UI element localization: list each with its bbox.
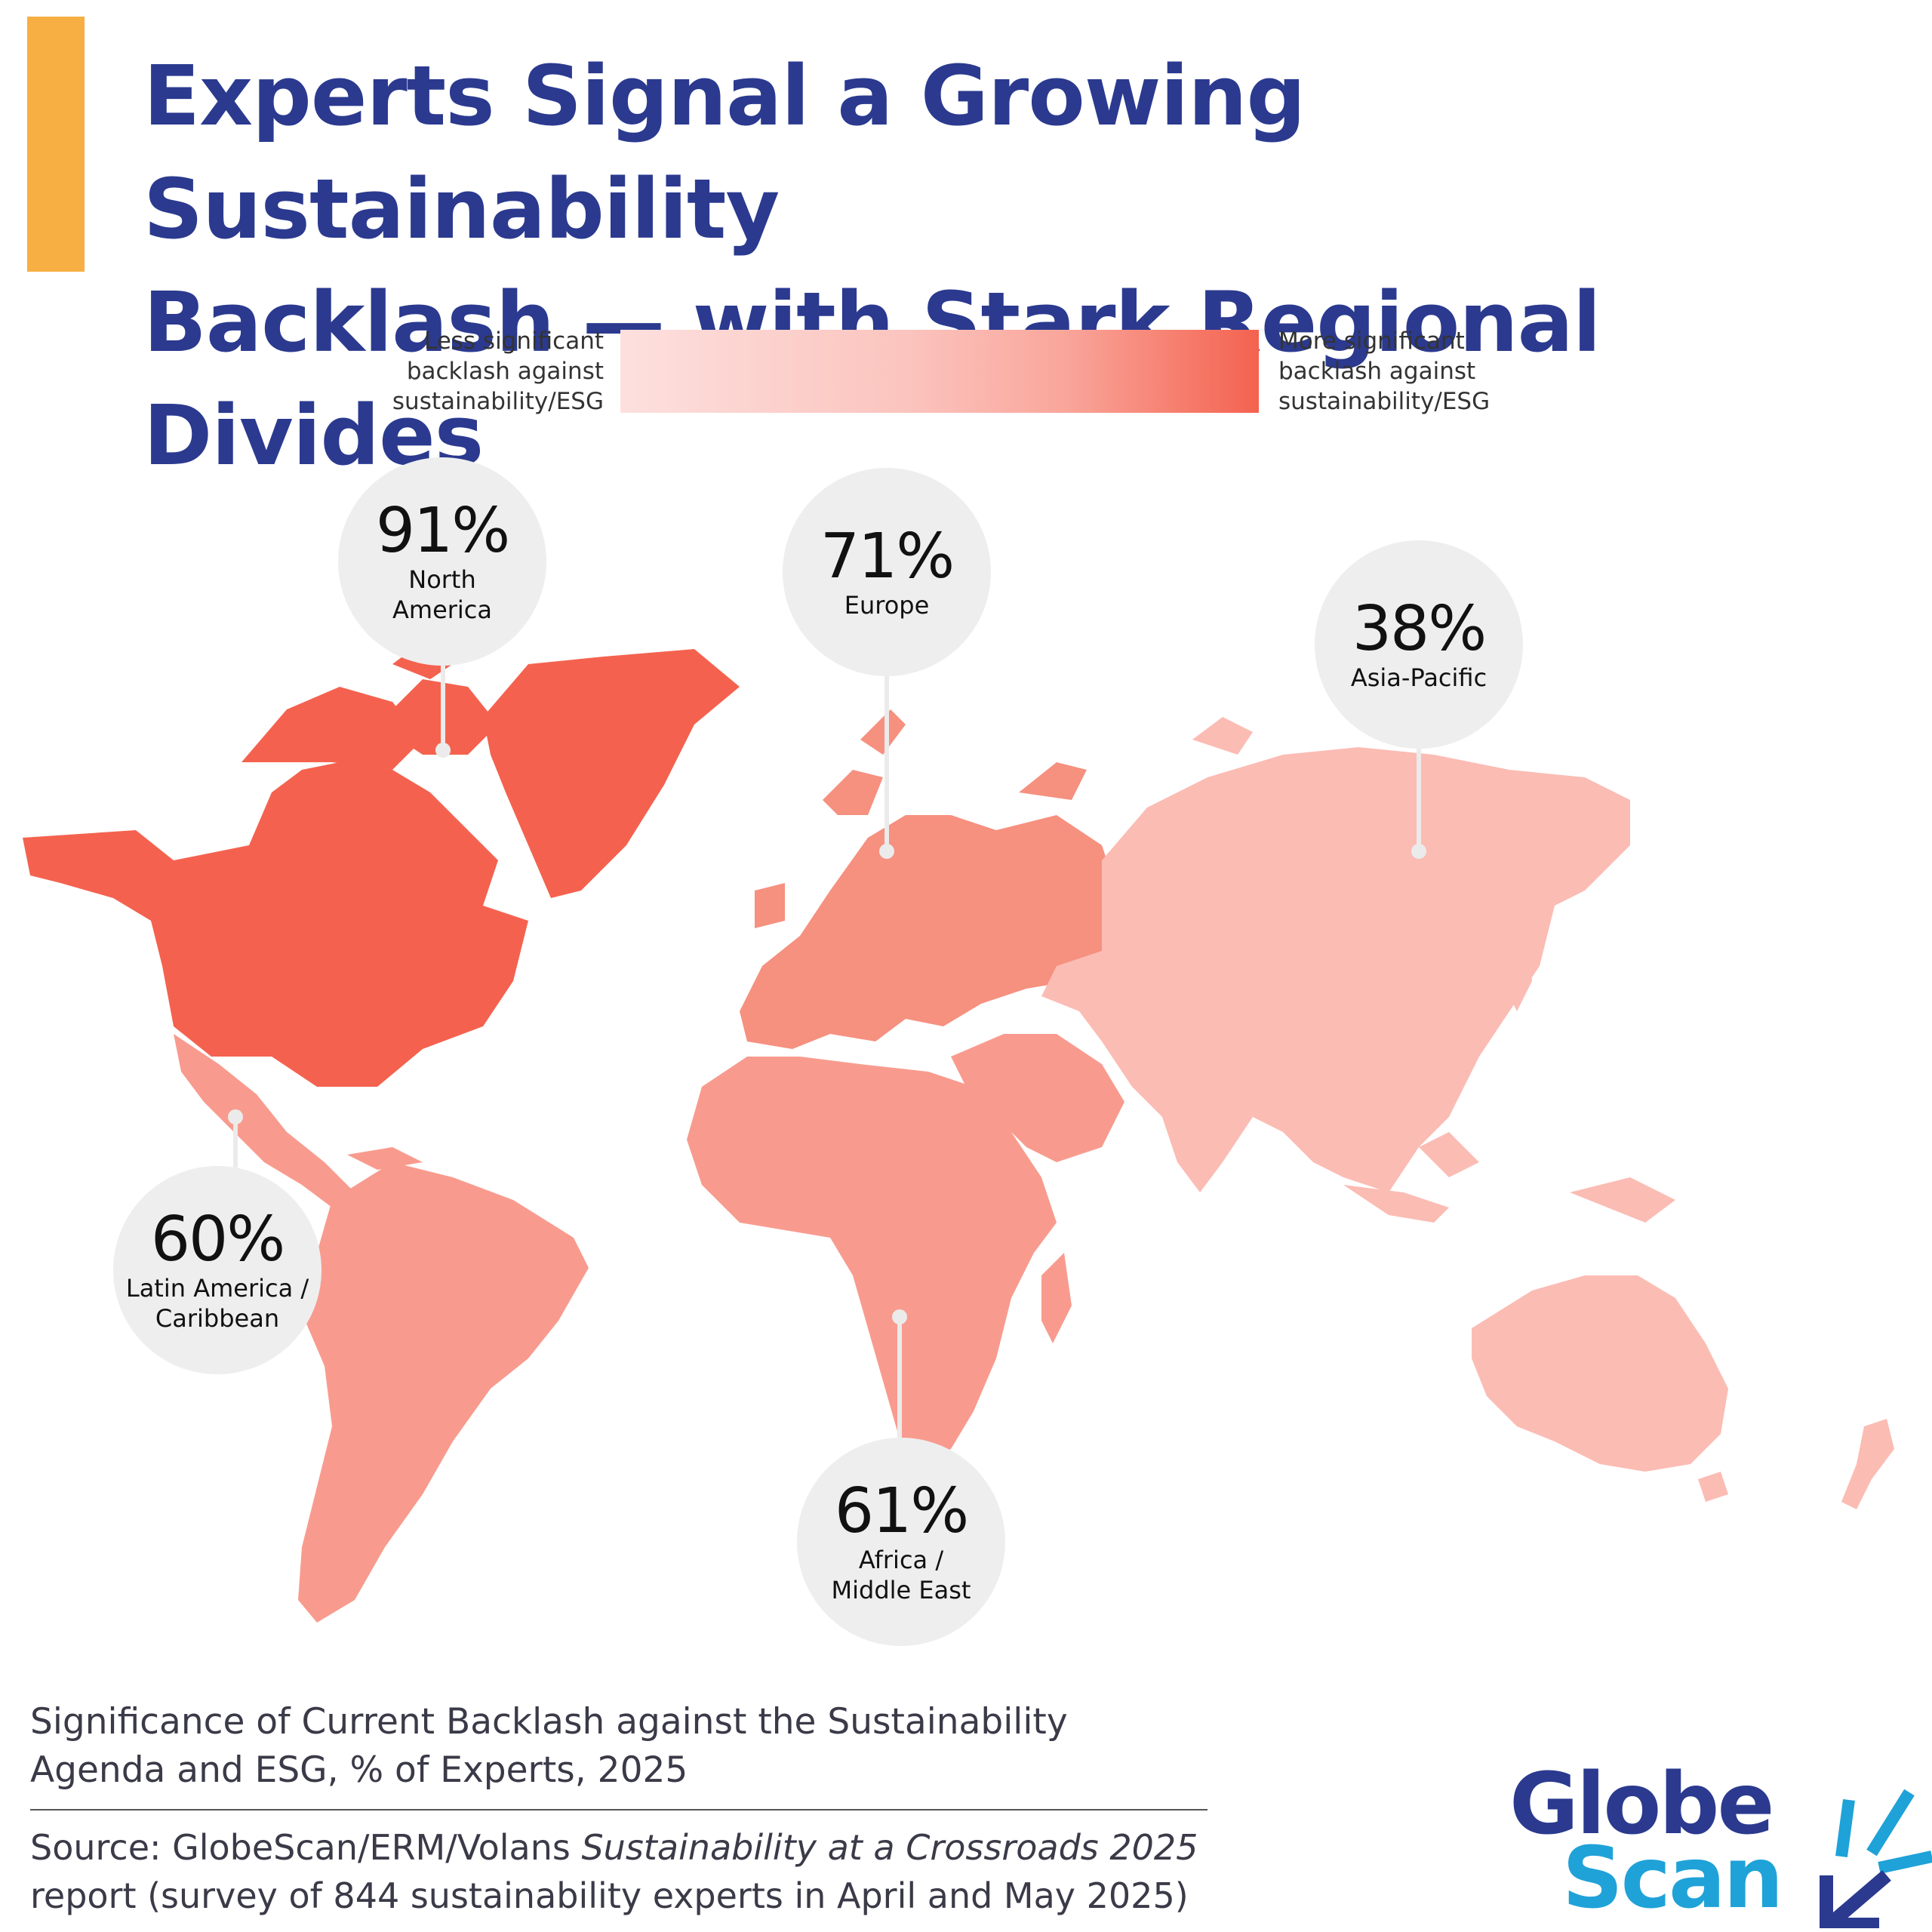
label-africa-middle-east: Africa / Middle East: [831, 1546, 971, 1604]
legend-less-label: Less significant backlash against sustai…: [392, 328, 604, 415]
accent-bar: [27, 17, 85, 272]
connector-lines: [228, 657, 1426, 1438]
chart-caption: Significance of Current Backlash against…: [30, 1701, 1068, 1791]
pct-asia-pacific: 38%: [1352, 593, 1487, 665]
label-europe: Europe: [844, 591, 930, 620]
logo-globe-text: Globe: [1509, 1755, 1774, 1854]
bubble-asia-pacific: 38% Asia-Pacific: [1315, 540, 1523, 749]
label-north-america: North America: [392, 565, 492, 624]
logo-scan-text: Scan: [1562, 1829, 1783, 1927]
region-europe: [740, 709, 1117, 1049]
legend-more-label: More significant backlash against sustai…: [1278, 328, 1491, 415]
pct-africa-middle-east: 61%: [834, 1475, 969, 1547]
pct-latin-america: 60%: [150, 1204, 285, 1275]
label-asia-pacific: Asia-Pacific: [1350, 663, 1487, 692]
bubble-europe: 71% Europe: [783, 468, 991, 676]
bubble-africa-middle-east: 61% Africa / Middle East: [797, 1438, 1005, 1646]
source-note: Source: GlobeScan/ERM/Volans Sustainabil…: [30, 1823, 1223, 1920]
region-north-america: [23, 641, 740, 1087]
pct-europe: 71%: [820, 521, 955, 592]
world-map: [0, 438, 1932, 1675]
region-latin-america: [174, 1034, 589, 1623]
source-suffix: report (survey of 844 sustainability exp…: [30, 1875, 1189, 1916]
page-title: Experts Signal a Growing Sustainability …: [143, 39, 1909, 492]
divider: [30, 1809, 1208, 1810]
label-latin-america: Latin America / Caribbean: [125, 1274, 309, 1333]
source-prefix: Source: GlobeScan/ERM/Volans: [30, 1827, 582, 1868]
globescan-logo: Globe Scan: [1509, 1762, 1932, 1932]
logo-burst-icon: [1820, 1789, 1932, 1928]
region-africa-middle-east: [687, 1034, 1124, 1464]
legend-gradient-bar: [620, 330, 1259, 413]
bubble-north-america: 91% North America: [338, 457, 546, 666]
title-line-1: Experts Signal a Growing Sustainability: [143, 48, 1306, 257]
pct-north-america: 91%: [375, 495, 510, 567]
source-report-title: Sustainability at a Crossroads 2025: [581, 1827, 1198, 1868]
bubble-latin-america: 60% Latin America / Caribbean: [113, 1166, 321, 1374]
region-asia-pacific: [1041, 717, 1894, 1509]
